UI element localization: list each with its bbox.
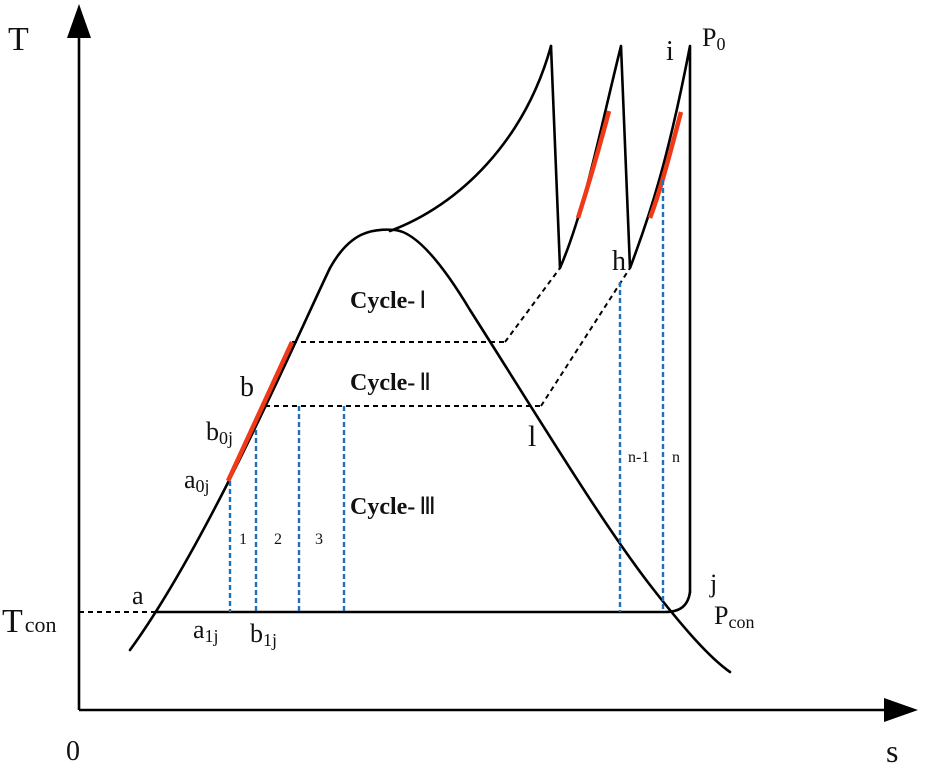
point-b-label: b	[240, 372, 254, 403]
pcon-label: Pcon	[714, 601, 754, 632]
segment-1-label: 1	[239, 531, 247, 548]
b0j-main: b	[206, 417, 219, 446]
cycle3-label: Cycle- Ⅲ	[350, 494, 436, 520]
p0-label: P0	[702, 23, 725, 54]
a1j-main: a	[193, 615, 205, 644]
point-b0j-label: b0j	[206, 417, 233, 448]
x-axis-arrowhead	[884, 698, 918, 722]
saturation-dome	[128, 228, 732, 674]
point-i-label: i	[666, 36, 674, 67]
cycle3-numeral: Ⅲ	[419, 494, 436, 520]
p0-main: P	[702, 23, 716, 52]
heat-addition-reheat-1	[575, 110, 612, 219]
b1j-sub: 1j	[263, 630, 277, 650]
cycle2-word: Cycle-	[350, 370, 415, 396]
tcon-sub: con	[25, 612, 57, 637]
y-axis-arrowhead	[67, 4, 91, 38]
condenser-line	[153, 590, 692, 614]
origin-label: 0	[66, 736, 80, 767]
cycle1-superheat-dashed	[504, 267, 561, 343]
tcon-main: T	[2, 603, 23, 640]
cycle1-label: Cycle- Ⅰ	[350, 288, 426, 314]
point-a1j-label: a1j	[193, 615, 219, 646]
cycle1-numeral: Ⅰ	[419, 288, 426, 314]
a1j-sub: 1j	[205, 626, 219, 646]
heat-addition-liquid	[225, 341, 295, 482]
point-b1j-label: b1j	[250, 619, 277, 650]
cycle2-superheat-dashed	[540, 267, 631, 407]
point-j-label: j	[709, 569, 717, 598]
pcon-main: P	[714, 601, 728, 630]
segment-n-label: n	[672, 449, 680, 466]
a0j-main: a	[184, 465, 196, 494]
point-h-label: h	[612, 246, 626, 277]
point-l-label: l	[528, 420, 536, 453]
b0j-sub: 0j	[219, 428, 233, 448]
tcon-label: Tcon	[2, 603, 57, 640]
y-axis-label: T	[8, 21, 29, 58]
point-a-label: a	[132, 581, 144, 610]
cycle2-label: Cycle- Ⅱ	[350, 370, 431, 396]
pcon-sub: con	[728, 612, 754, 632]
superheat-curve	[388, 44, 553, 233]
x-axis-label: s	[886, 733, 898, 767]
cycle1-word: Cycle-	[350, 288, 415, 314]
point-a0j-label: a0j	[184, 465, 210, 496]
b1j-main: b	[250, 619, 263, 648]
cycle2-numeral: Ⅱ	[419, 370, 431, 396]
segment-2-label: 2	[274, 531, 282, 548]
p0-sub: 0	[716, 34, 725, 54]
a0j-sub: 0j	[196, 476, 210, 496]
cycle3-word: Cycle-	[350, 494, 415, 520]
heat-addition-reheat-2	[647, 111, 684, 219]
segment-n-1-label: n-1	[628, 449, 649, 466]
segment-3-label: 3	[315, 531, 323, 548]
